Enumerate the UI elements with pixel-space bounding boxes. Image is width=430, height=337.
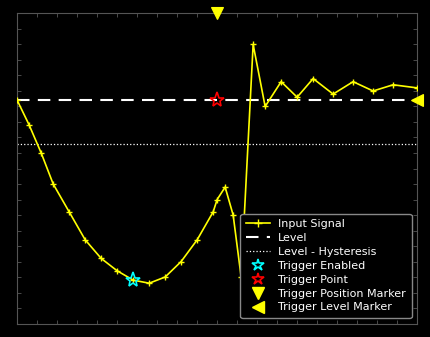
Legend: Input Signal, Level, Level - Hysteresis, Trigger Enabled, Trigger Point, Trigger: Input Signal, Level, Level - Hysteresis,… xyxy=(240,214,412,318)
